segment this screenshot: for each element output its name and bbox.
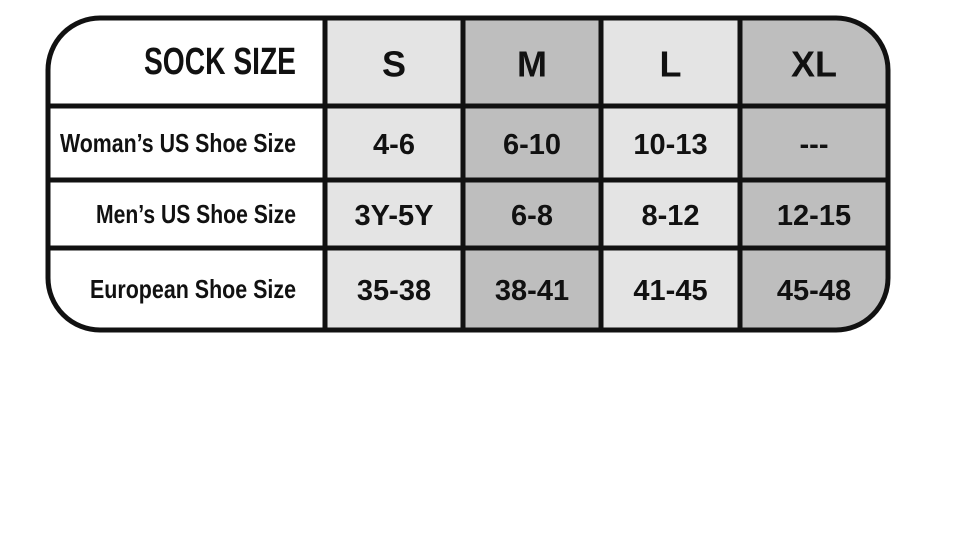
size-header: XL bbox=[791, 44, 837, 85]
cell-bg bbox=[325, 248, 463, 330]
size-header: M bbox=[517, 44, 547, 85]
cell-bg bbox=[740, 106, 888, 180]
cell-bg bbox=[601, 106, 740, 180]
cell-bg bbox=[325, 180, 463, 248]
table-border bbox=[45, 15, 891, 333]
cell-bg bbox=[325, 106, 463, 180]
row-label: European Shoe Size bbox=[90, 274, 296, 304]
size-value: 3Y-5Y bbox=[355, 200, 434, 232]
size-value: 4-6 bbox=[373, 129, 415, 161]
size-value: 8-12 bbox=[641, 200, 699, 232]
size-value: --- bbox=[800, 129, 829, 161]
size-header: L bbox=[660, 44, 682, 85]
cell-bg bbox=[463, 248, 601, 330]
size-value: 6-10 bbox=[503, 129, 561, 161]
cell-bg bbox=[740, 18, 888, 106]
cell-bg bbox=[601, 180, 740, 248]
size-value: 35-38 bbox=[357, 275, 431, 307]
table-cells bbox=[48, 18, 888, 330]
size-header: S bbox=[382, 44, 406, 85]
cell-bg bbox=[463, 180, 601, 248]
table-lines bbox=[48, 18, 888, 330]
cell-bg bbox=[601, 18, 740, 106]
size-value: 10-13 bbox=[633, 129, 707, 161]
cell-bg bbox=[48, 18, 325, 106]
cell-bg bbox=[463, 106, 601, 180]
size-value: 38-41 bbox=[495, 275, 569, 307]
header-title: SOCK SIZE bbox=[144, 41, 296, 83]
row-label: Woman’s US Shoe Size bbox=[60, 128, 296, 158]
row-label: Men’s US Shoe Size bbox=[96, 199, 296, 229]
table-texts: SOCK SIZE S M L XL Woman’s US Shoe Size 4-6 6-1… bbox=[60, 41, 851, 307]
size-value: 6-8 bbox=[511, 200, 553, 232]
cell-bg bbox=[325, 18, 463, 106]
size-value: 12-15 bbox=[777, 200, 851, 232]
cell-bg bbox=[48, 106, 325, 180]
cell-bg bbox=[48, 180, 325, 248]
size-value: 41-45 bbox=[633, 275, 707, 307]
cell-bg bbox=[740, 248, 888, 330]
cell-bg bbox=[601, 248, 740, 330]
cell-bg bbox=[463, 18, 601, 106]
size-value: 45-48 bbox=[777, 275, 851, 307]
cell-bg bbox=[48, 248, 325, 330]
cell-bg bbox=[740, 180, 888, 248]
